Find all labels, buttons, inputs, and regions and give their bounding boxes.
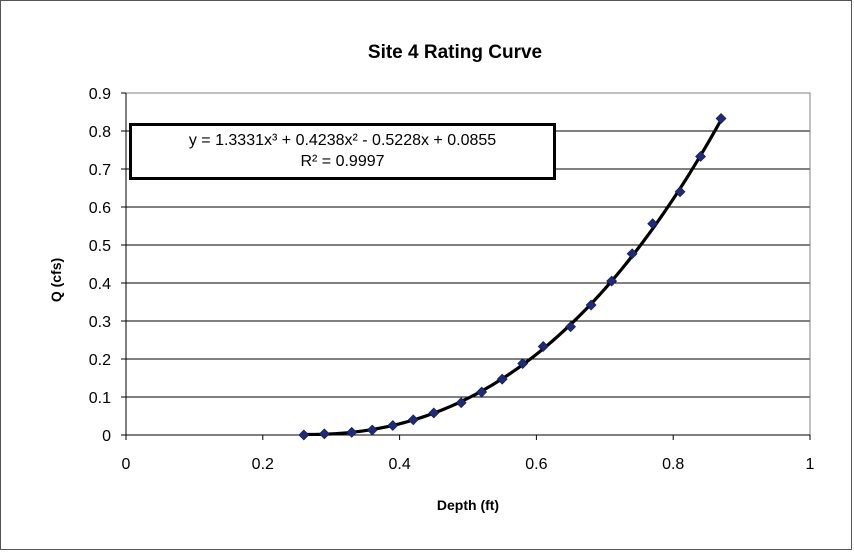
x-tick-label: 1 (806, 456, 815, 473)
data-point (298, 429, 310, 441)
labels-layer: 0 0.1 0.2 0.3 0.4 0.5 0.6 0.7 0.8 0.9 0 0.2 0.4 0.6 0.… (89, 86, 815, 473)
y-tick-label: 0 (102, 428, 111, 445)
y-tick-label: 0.9 (89, 86, 111, 103)
data-point (517, 358, 529, 369)
data-point (585, 299, 597, 311)
y-tick-label: 0.6 (89, 200, 111, 217)
axis-layer (121, 92, 811, 440)
y-tick-label: 0.1 (89, 390, 111, 407)
x-tick-label: 0.8 (662, 456, 684, 473)
data-point (387, 420, 399, 431)
x-tick-label: 0.6 (525, 456, 547, 473)
data-point (455, 397, 467, 409)
y-tick-label: 0.5 (89, 238, 111, 255)
data-point (366, 424, 378, 436)
y-tick-label: 0.4 (89, 276, 111, 293)
data-point (407, 414, 419, 426)
y-tick-label: 0.7 (89, 162, 111, 179)
x-axis-title: Depth (ft) (437, 497, 499, 513)
data-point (537, 341, 549, 352)
data-point (428, 407, 440, 419)
data-point (695, 151, 706, 162)
data-point (606, 275, 618, 287)
points-layer (298, 113, 727, 441)
data-point (476, 386, 488, 398)
x-tick-label: 0.2 (252, 456, 274, 473)
data-point (715, 113, 727, 124)
x-tick-label: 0.4 (388, 456, 410, 473)
data-point (496, 373, 508, 385)
r-squared-label: R² = 0.9997 (300, 153, 385, 170)
data-point (626, 248, 638, 260)
data-point (674, 186, 686, 198)
y-tick-label: 0.3 (89, 314, 111, 331)
y-axis-title: Q (cfs) (48, 258, 64, 302)
trendline-equation-box: y = 1.3331x³ + 0.4238x² - 0.5228x + 0.08… (129, 123, 556, 180)
data-point (565, 321, 577, 333)
chart-title: Site 4 Rating Curve (368, 42, 542, 63)
data-point (647, 218, 659, 230)
x-tick-label: 0 (122, 456, 131, 473)
data-point (346, 426, 358, 438)
y-tick-label: 0.2 (89, 352, 111, 369)
trendline-equation: y = 1.3331x³ + 0.4238x² - 0.5228x + 0.08… (188, 132, 497, 149)
data-point (318, 428, 330, 440)
y-tick-label: 0.8 (89, 124, 111, 141)
